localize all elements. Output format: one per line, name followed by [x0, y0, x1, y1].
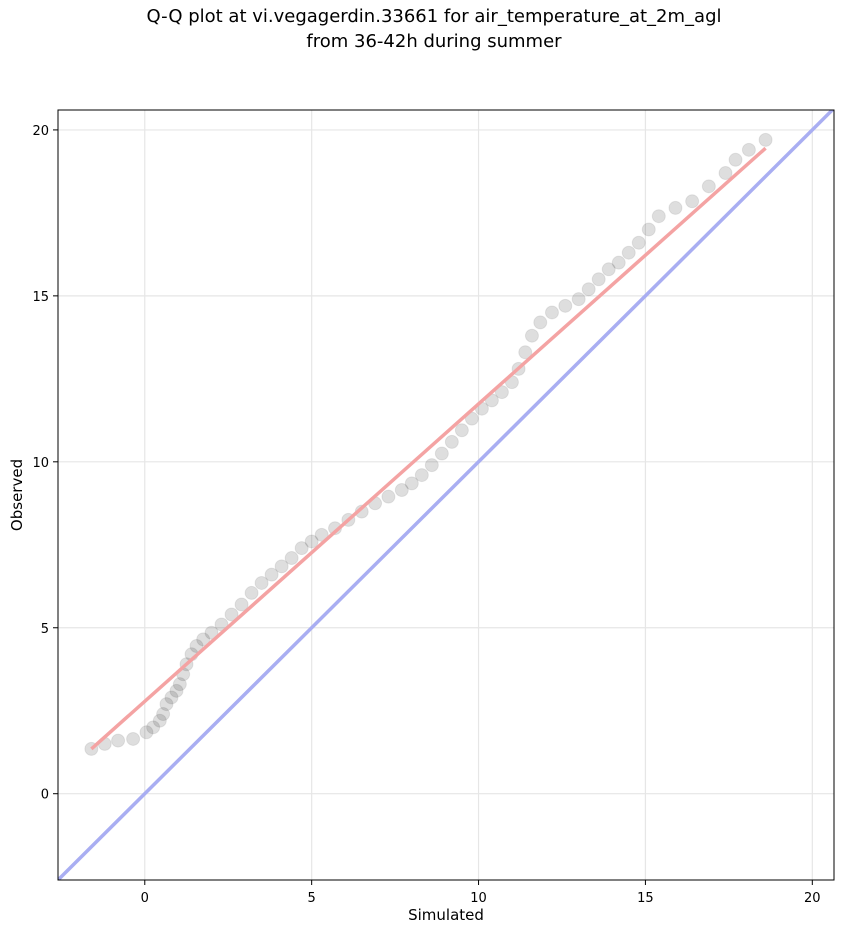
point: [381, 489, 396, 504]
point: [189, 639, 204, 654]
point: [444, 434, 459, 449]
y-tick-label: 5: [41, 622, 49, 637]
point: [544, 305, 559, 320]
point: [172, 677, 187, 692]
y-axis-label: Observed: [8, 459, 26, 531]
point: [146, 720, 161, 735]
point: [641, 222, 656, 237]
point: [196, 632, 211, 647]
point: [224, 607, 239, 622]
point: [164, 690, 179, 705]
point: [126, 731, 141, 746]
point: [581, 282, 596, 297]
reference-line: [58, 110, 834, 880]
point: [591, 272, 606, 287]
point: [244, 585, 259, 600]
point: [611, 255, 626, 270]
point: [518, 345, 533, 360]
point: [524, 328, 539, 343]
point: [571, 292, 586, 307]
point: [169, 683, 184, 698]
point: [234, 597, 249, 612]
point: [631, 235, 646, 250]
y-tick-label: 0: [41, 788, 49, 803]
point: [424, 458, 439, 473]
y-tick-label: 10: [32, 456, 49, 471]
axes-frame: [57, 109, 835, 881]
point: [284, 551, 299, 566]
chart-title: from 36-42h during summer: [306, 31, 562, 52]
point: [204, 625, 219, 640]
x-tick-label: 15: [637, 891, 654, 906]
point: [414, 468, 429, 483]
point: [404, 476, 419, 491]
point: [718, 166, 733, 181]
point: [621, 245, 636, 260]
x-tick-label: 20: [804, 891, 821, 906]
point: [685, 194, 700, 209]
point: [304, 534, 319, 549]
point: [139, 725, 154, 740]
point: [159, 697, 174, 712]
point: [741, 142, 756, 157]
point: [701, 179, 716, 194]
point: [728, 152, 743, 167]
x-tick-label: 0: [141, 891, 149, 906]
point: [668, 200, 683, 215]
point: [314, 527, 329, 542]
point: [494, 385, 509, 400]
point: [454, 423, 469, 438]
x-tick-label: 10: [470, 891, 487, 906]
point: [156, 707, 171, 722]
x-tick-label: 5: [308, 891, 316, 906]
point: [152, 713, 167, 728]
point: [434, 446, 449, 461]
point: [533, 315, 548, 330]
point: [558, 298, 573, 313]
point: [758, 132, 773, 147]
point: [294, 541, 309, 556]
y-tick-label: 15: [32, 290, 49, 305]
point: [254, 575, 269, 590]
point: [601, 262, 616, 277]
chart-title: Q-Q plot at vi.vegagerdin.33661 for air_…: [147, 6, 722, 27]
point: [651, 209, 666, 224]
point: [111, 733, 126, 748]
x-axis-label: Simulated: [408, 906, 484, 924]
fit-line: [90, 146, 767, 751]
y-tick-label: 20: [32, 124, 49, 139]
plot-area: [58, 110, 834, 880]
point: [264, 567, 279, 582]
point: [274, 559, 289, 574]
point: [394, 483, 409, 498]
